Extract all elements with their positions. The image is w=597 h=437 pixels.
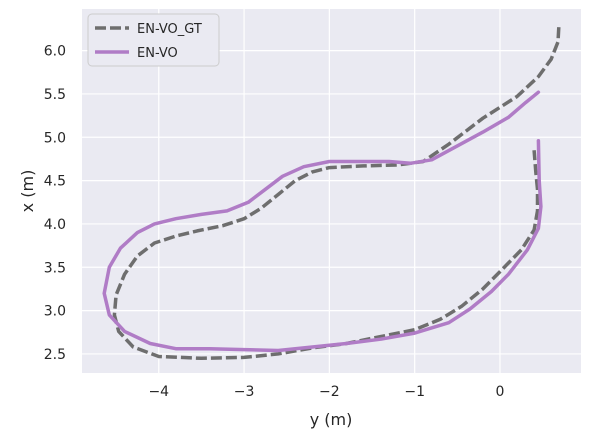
x-tick-label: −2 <box>319 384 340 400</box>
x-axis-label: y (m) <box>310 410 353 429</box>
y-tick-label: 5.0 <box>44 130 66 146</box>
x-tick-label: −1 <box>404 384 425 400</box>
y-tick-labels: 2.5 3.0 3.5 4.0 4.5 5.0 5.5 6.0 <box>44 44 66 363</box>
y-tick-label: 3.0 <box>44 304 66 320</box>
y-axis-label: x (m) <box>18 170 37 213</box>
y-tick-label: 2.5 <box>44 347 66 363</box>
y-tick-label: 4.0 <box>44 217 66 233</box>
y-tick-label: 3.5 <box>44 260 66 276</box>
legend: EN-VO_GT EN-VO <box>87 13 220 67</box>
y-tick-label: 4.5 <box>44 174 66 190</box>
x-tick-labels: −4 −3 −2 −1 0 <box>148 384 504 400</box>
series-line-vo <box>102 90 543 353</box>
x-tick-label: −3 <box>234 384 255 400</box>
legend-label: EN-VO_GT <box>137 22 202 37</box>
x-tick-label: −4 <box>148 384 169 400</box>
grid-lines <box>82 9 581 373</box>
x-tick-label: 0 <box>496 384 505 400</box>
legend-label: EN-VO <box>137 46 178 61</box>
plot-background <box>82 9 581 373</box>
series-layer <box>102 27 561 361</box>
y-tick-label: 6.0 <box>44 44 66 60</box>
y-tick-label: 5.5 <box>44 87 66 103</box>
